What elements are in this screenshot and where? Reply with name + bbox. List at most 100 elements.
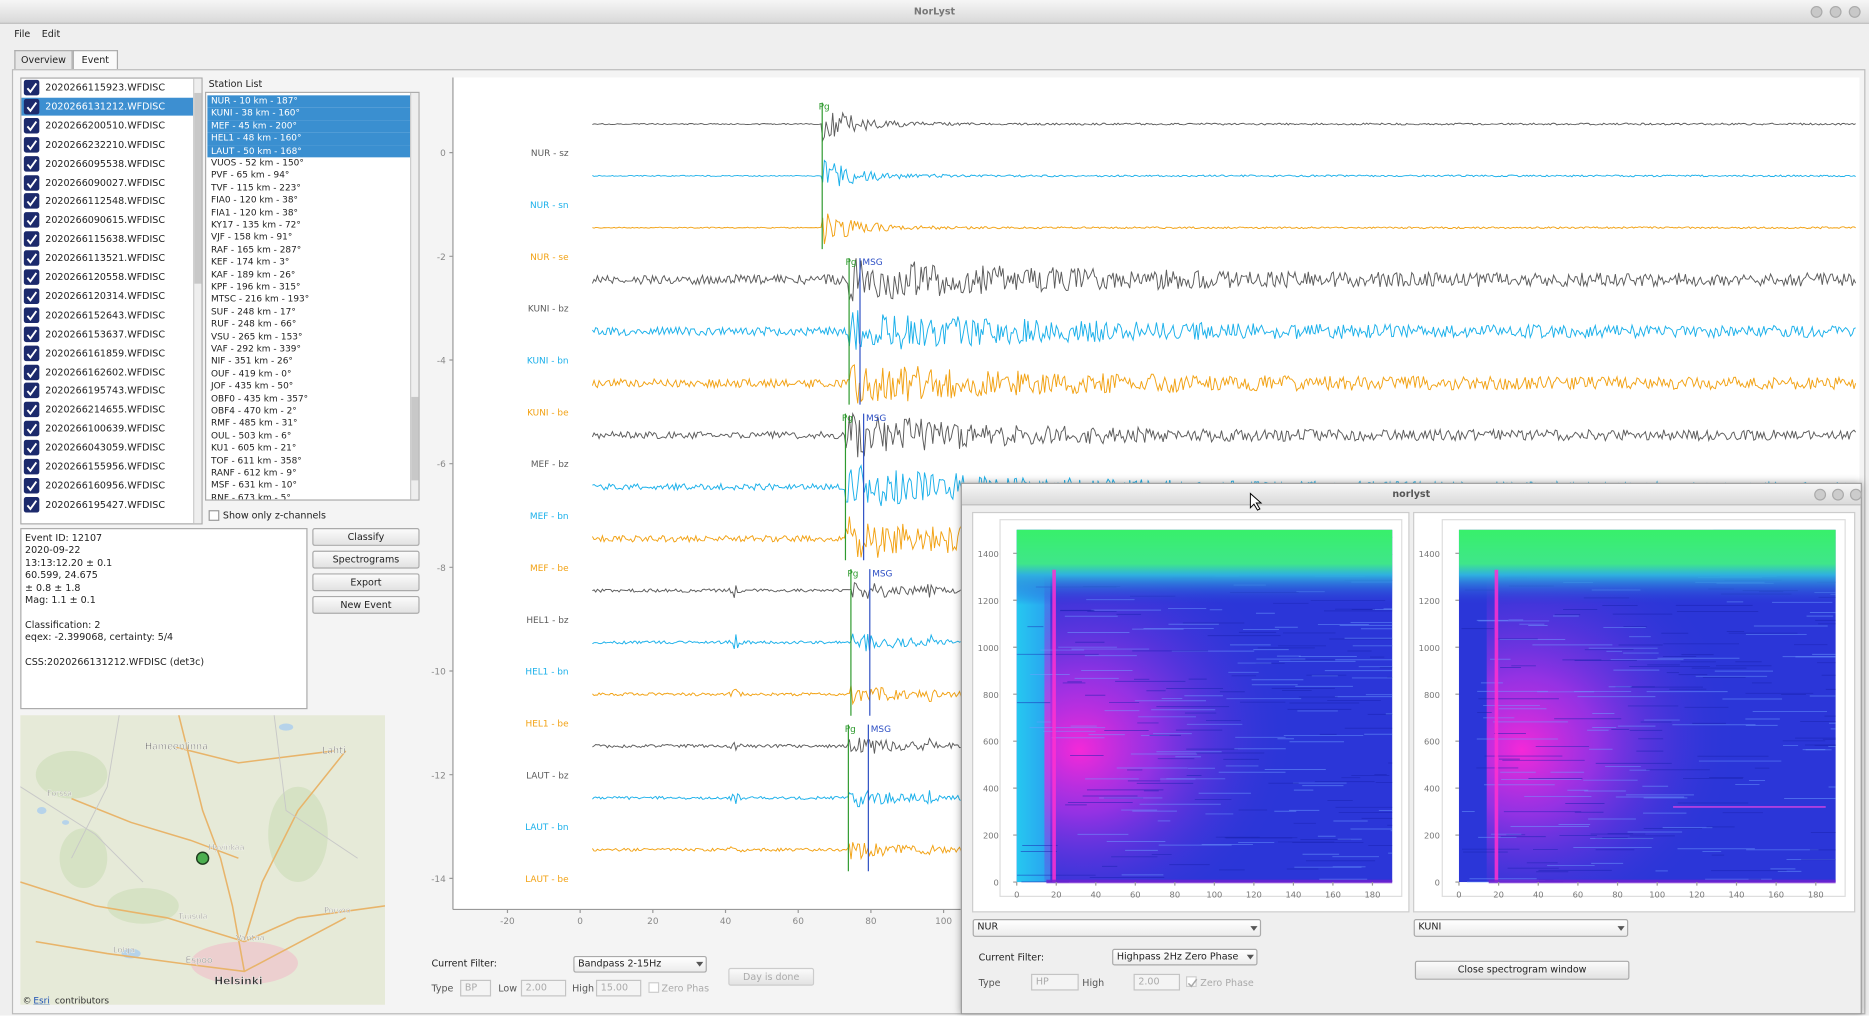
type-field[interactable]: HP <box>1031 974 1079 991</box>
file-name[interactable]: 2020266162602.WFDISC <box>45 367 165 378</box>
file-checkbox[interactable] <box>24 402 39 417</box>
station-item[interactable]: VUOS - 52 km - 150° <box>207 157 410 169</box>
window-control[interactable] <box>1814 489 1826 501</box>
file-row[interactable]: 2020266200510.WFDISC <box>21 117 193 135</box>
station-item[interactable]: MTSC - 216 km - 193° <box>207 294 410 306</box>
file-name[interactable]: 2020266120314.WFDISC <box>45 291 165 302</box>
file-checkbox[interactable] <box>24 137 39 152</box>
scrollbar-thumb[interactable] <box>194 93 201 284</box>
station-item[interactable]: KAF - 189 km - 26° <box>207 269 410 281</box>
file-row[interactable]: 2020266090027.WFDISC <box>21 173 193 191</box>
type-field[interactable]: BP <box>460 980 491 997</box>
file-row[interactable]: 2020266153637.WFDISC <box>21 325 193 343</box>
file-name[interactable]: 2020266155956.WFDISC <box>45 461 165 472</box>
station-item[interactable]: VAF - 292 km - 339° <box>207 343 410 355</box>
file-name[interactable]: 2020266131212.WFDISC <box>45 101 165 112</box>
done-button[interactable]: Day is done <box>728 968 814 986</box>
station-item[interactable]: VJF - 158 km - 91° <box>207 232 410 244</box>
file-row[interactable]: 2020266100639.WFDISC <box>21 420 193 438</box>
file-checkbox[interactable] <box>24 440 39 455</box>
station-item[interactable]: KY17 - 135 km - 72° <box>207 219 410 231</box>
file-checkbox[interactable] <box>24 175 39 190</box>
station-item[interactable]: FIA0 - 120 km - 38° <box>207 195 410 207</box>
file-name[interactable]: 2020266115638.WFDISC <box>45 234 165 245</box>
station-item[interactable]: KPF - 196 km - 315° <box>207 281 410 293</box>
high-field[interactable]: 2.00 <box>1134 974 1180 991</box>
file-name[interactable]: 2020266043059.WFDISC <box>45 442 165 453</box>
station-item[interactable]: NUR - 10 km - 187° <box>207 95 410 107</box>
zero-phase-checkbox[interactable] <box>1186 976 1197 987</box>
file-name[interactable]: 2020266115923.WFDISC <box>45 82 165 93</box>
file-name[interactable]: 2020266200510.WFDISC <box>45 120 165 131</box>
station-item[interactable]: RANF - 612 km - 9° <box>207 467 410 479</box>
station-item[interactable]: RMF - 485 km - 31° <box>207 418 410 430</box>
station-item[interactable]: TVF - 115 km - 223° <box>207 182 410 194</box>
file-name[interactable]: 2020266095538.WFDISC <box>45 158 165 169</box>
station-dropdown[interactable]: KUNI <box>1414 919 1629 937</box>
station-item[interactable]: VSU - 265 km - 153° <box>207 331 410 343</box>
file-checkbox[interactable] <box>24 99 39 114</box>
station-item[interactable]: MSF - 631 km - 10° <box>207 480 410 492</box>
station-item[interactable]: TOF - 611 km - 358° <box>207 455 410 467</box>
window-control[interactable] <box>1832 489 1844 501</box>
file-row[interactable]: 2020266131212.WFDISC <box>21 98 193 116</box>
file-name[interactable]: 2020266090615.WFDISC <box>45 215 165 226</box>
z-channel-checkbox[interactable] <box>209 510 220 521</box>
tab[interactable]: Event <box>73 50 118 69</box>
menu-item[interactable]: File <box>14 29 30 40</box>
file-row[interactable]: 2020266043059.WFDISC <box>21 439 193 457</box>
file-name[interactable]: 2020266112548.WFDISC <box>45 196 165 207</box>
file-name[interactable]: 2020266195427.WFDISC <box>45 499 165 510</box>
station-item[interactable]: OUL - 503 km - 6° <box>207 430 410 442</box>
filter-dropdown[interactable]: Bandpass 2-15Hz <box>573 956 706 973</box>
station-item[interactable]: RNF - 673 km - 5° <box>207 492 410 501</box>
file-checkbox[interactable] <box>24 459 39 474</box>
file-checkbox[interactable] <box>24 269 39 284</box>
station-item[interactable]: KU1 - 605 km - 21° <box>207 442 410 454</box>
station-item[interactable]: FIA1 - 120 km - 38° <box>207 207 410 219</box>
file-checkbox[interactable] <box>24 156 39 171</box>
station-item[interactable]: RUF - 248 km - 66° <box>207 318 410 330</box>
menu-item[interactable]: Edit <box>42 29 60 40</box>
file-row[interactable]: 2020266195427.WFDISC <box>21 496 193 514</box>
file-row[interactable]: 2020266090615.WFDISC <box>21 211 193 229</box>
window-control[interactable] <box>1850 489 1862 501</box>
file-row[interactable]: 2020266115923.WFDISC <box>21 79 193 97</box>
file-row[interactable]: 2020266161859.WFDISC <box>21 344 193 362</box>
station-item[interactable]: OBF4 - 470 km - 2° <box>207 405 410 417</box>
zero-phase-label[interactable]: Zero Phas <box>662 983 710 994</box>
file-name[interactable]: 2020266113521.WFDISC <box>45 253 165 264</box>
file-name[interactable]: 2020266090027.WFDISC <box>45 177 165 188</box>
file-checkbox[interactable] <box>24 194 39 209</box>
file-checkbox[interactable] <box>24 80 39 95</box>
action-button[interactable]: Classify <box>312 528 419 546</box>
file-name[interactable]: 2020266232210.WFDISC <box>45 139 165 150</box>
station-item[interactable]: OBF0 - 435 km - 357° <box>207 393 410 405</box>
station-item[interactable]: HEL1 - 48 km - 160° <box>207 133 410 145</box>
file-checkbox[interactable] <box>24 231 39 246</box>
file-name[interactable]: 2020266161859.WFDISC <box>45 348 165 359</box>
file-checkbox[interactable] <box>24 118 39 133</box>
file-name[interactable]: 2020266153637.WFDISC <box>45 329 165 340</box>
tab[interactable]: Overview <box>14 50 72 69</box>
z-channel-label[interactable]: Show only z-channels <box>223 510 326 521</box>
file-checkbox[interactable] <box>24 326 39 341</box>
file-name[interactable]: 2020266195743.WFDISC <box>45 385 165 396</box>
station-item[interactable]: OUF - 419 km - 0° <box>207 368 410 380</box>
file-checkbox[interactable] <box>24 288 39 303</box>
station-item[interactable]: RAF - 165 km - 287° <box>207 244 410 256</box>
action-button[interactable]: Export <box>312 573 419 591</box>
file-checkbox[interactable] <box>24 250 39 265</box>
file-checkbox[interactable] <box>24 364 39 379</box>
action-button[interactable]: Spectrograms <box>312 551 419 569</box>
file-checkbox[interactable] <box>24 383 39 398</box>
filter-dropdown[interactable]: Highpass 2Hz Zero Phase <box>1112 949 1257 966</box>
file-row[interactable]: 2020266113521.WFDISC <box>21 249 193 267</box>
station-item[interactable]: PVF - 65 km - 94° <box>207 170 410 182</box>
station-item[interactable]: SUF - 248 km - 17° <box>207 306 410 318</box>
file-row[interactable]: 2020266120558.WFDISC <box>21 268 193 286</box>
file-checkbox[interactable] <box>24 478 39 493</box>
file-row[interactable]: 2020266195743.WFDISC <box>21 382 193 400</box>
file-checkbox[interactable] <box>24 345 39 360</box>
file-name[interactable]: 2020266120558.WFDISC <box>45 272 165 283</box>
